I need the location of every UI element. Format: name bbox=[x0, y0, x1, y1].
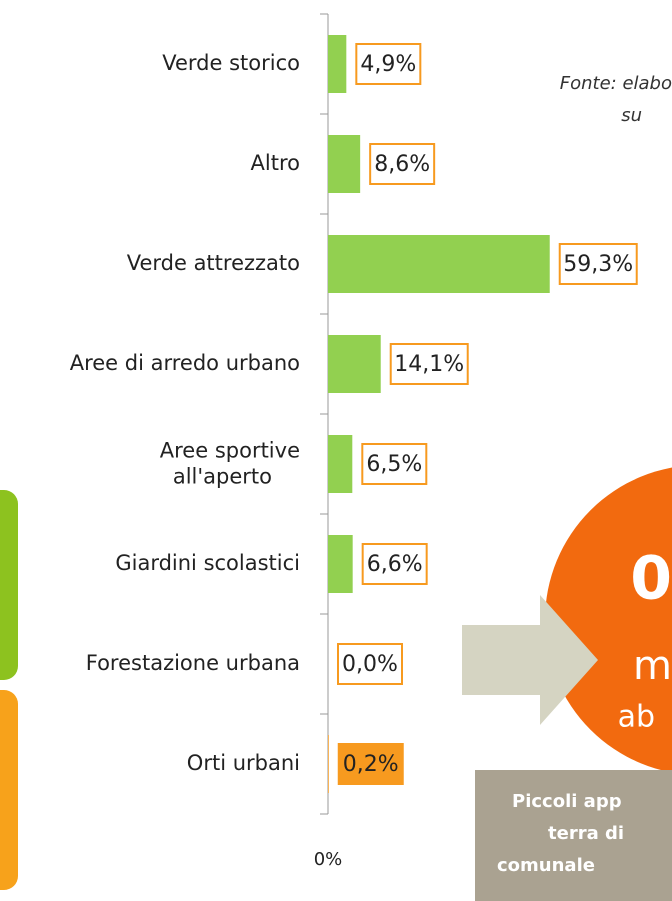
category-label: Forestazione urbana bbox=[86, 651, 300, 675]
value-label: 6,5% bbox=[366, 452, 422, 477]
value-label: 59,3% bbox=[563, 252, 633, 277]
bar bbox=[328, 135, 361, 193]
x-tick-label: 0% bbox=[314, 849, 343, 870]
value-label-box bbox=[389, 343, 469, 385]
bar bbox=[328, 735, 329, 793]
category-label: Verde attrezzato bbox=[127, 251, 300, 275]
bar bbox=[328, 35, 347, 93]
arrow bbox=[462, 595, 598, 725]
category-label: Aree sportive all'aperto bbox=[160, 438, 300, 488]
category-label: Altro bbox=[251, 151, 300, 175]
category-label: Giardini scolastici bbox=[115, 551, 300, 575]
category-label: Verde storico bbox=[162, 51, 300, 75]
info-text: Piccoli app bbox=[512, 791, 622, 812]
value-label-box bbox=[369, 143, 436, 185]
source-note: Fonte: elabo bbox=[560, 73, 672, 94]
circle-text: ab bbox=[618, 700, 655, 735]
bar bbox=[328, 235, 550, 293]
value-label-box bbox=[361, 443, 428, 485]
highlight-circle bbox=[545, 467, 672, 773]
category-label: Aree di arredo urbano bbox=[70, 351, 300, 375]
info-text: terra di bbox=[548, 823, 624, 844]
info-box bbox=[475, 770, 672, 901]
value-label-box bbox=[355, 43, 422, 85]
bar bbox=[328, 335, 381, 393]
side-panel bbox=[0, 490, 18, 680]
value-label: 14,1% bbox=[394, 352, 464, 377]
bar bbox=[328, 535, 353, 593]
value-label: 6,6% bbox=[367, 552, 423, 577]
category-label: Orti urbani bbox=[187, 751, 300, 775]
bar bbox=[328, 435, 353, 493]
value-label: 0,2% bbox=[343, 752, 399, 777]
value-label-box bbox=[337, 643, 403, 685]
value-label: 0,0% bbox=[342, 652, 398, 677]
circle-text: 0 bbox=[630, 544, 672, 614]
value-label-box bbox=[337, 743, 404, 785]
value-label: 4,9% bbox=[360, 52, 416, 77]
source-note: su bbox=[621, 105, 642, 126]
value-label: 8,6% bbox=[374, 152, 430, 177]
info-text: comunale bbox=[497, 855, 595, 876]
value-label-box bbox=[361, 543, 428, 585]
value-label-box bbox=[558, 243, 638, 285]
side-panel bbox=[0, 690, 18, 890]
circle-text: m bbox=[633, 643, 672, 689]
